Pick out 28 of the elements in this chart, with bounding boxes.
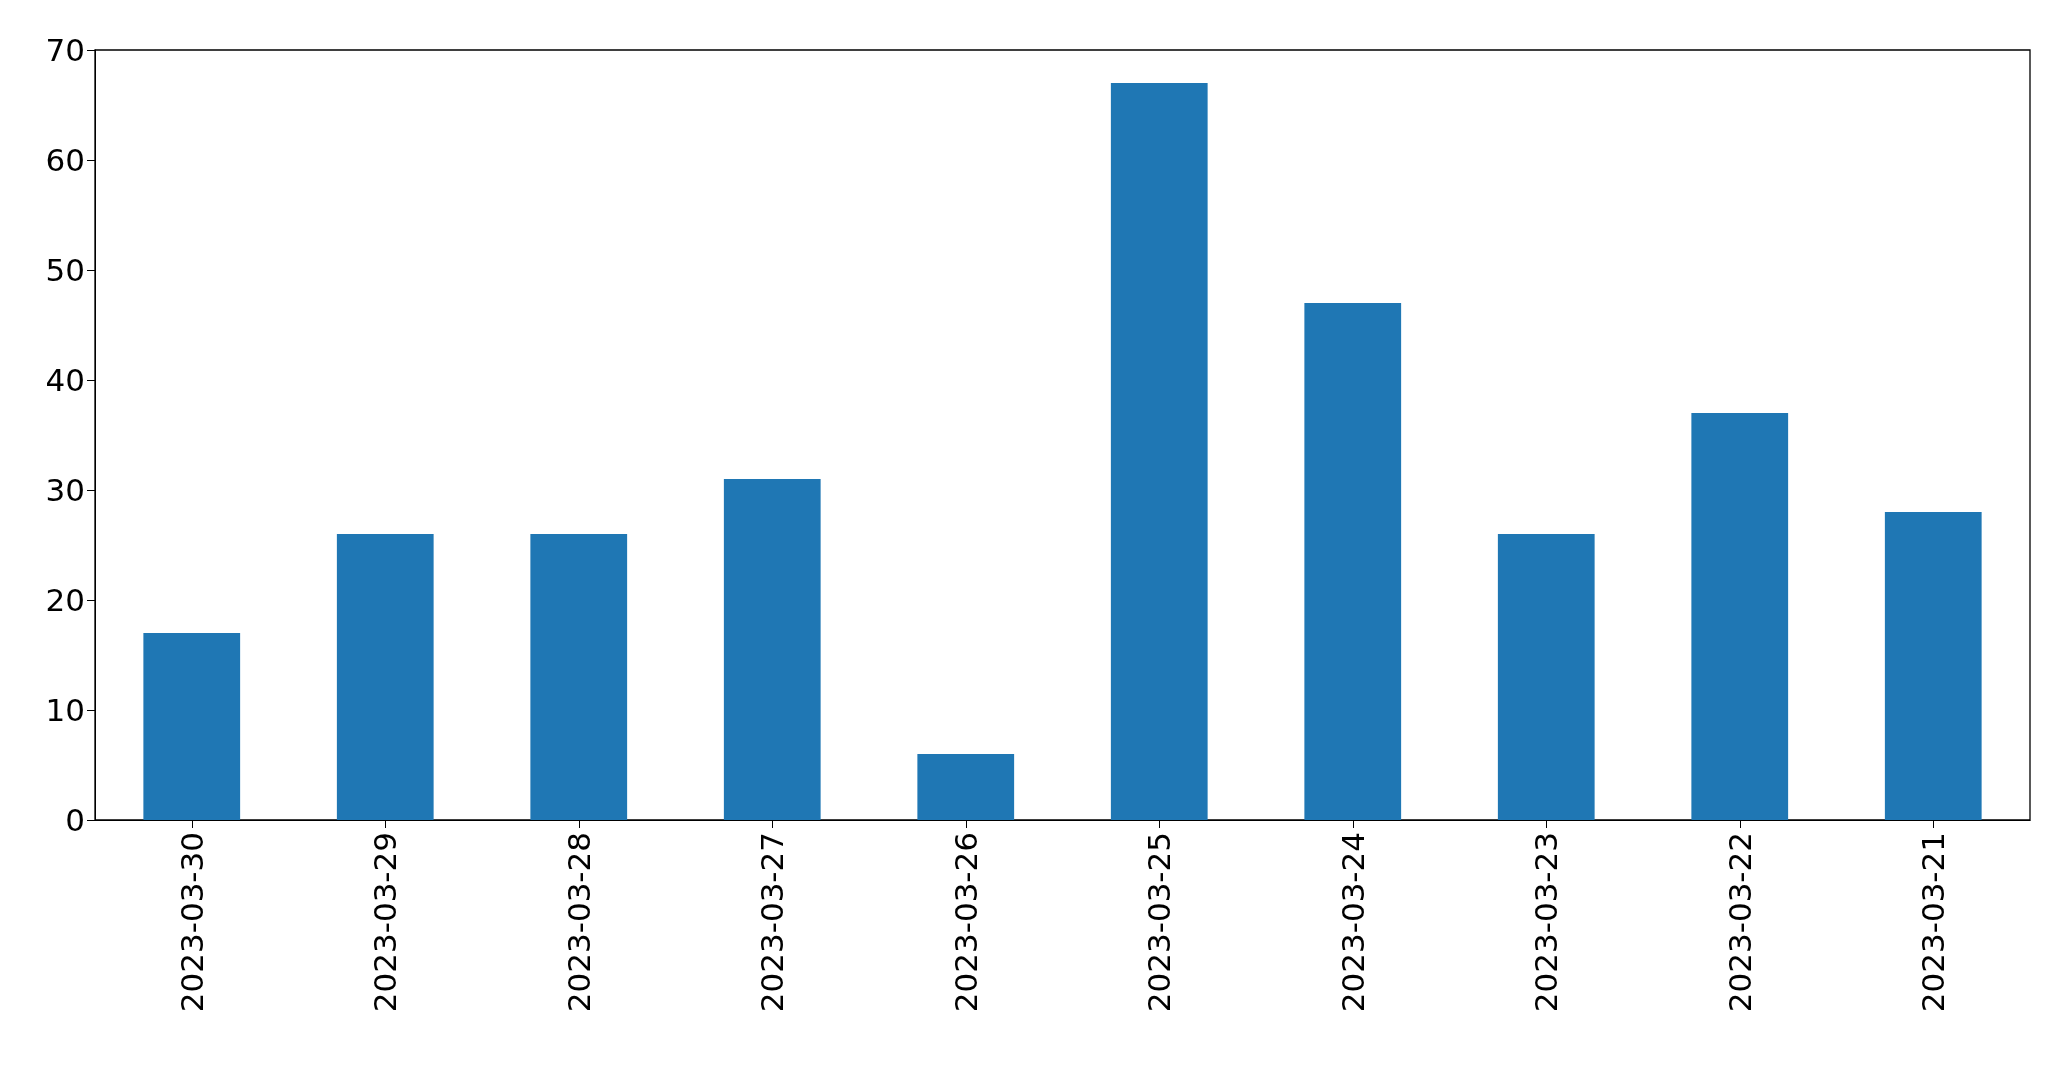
bar <box>530 534 628 820</box>
bar <box>1110 83 1208 820</box>
y-tick-label: 50 <box>45 252 85 288</box>
x-tick-label: 2023-03-29 <box>367 832 404 1013</box>
y-tick-label: 40 <box>45 362 85 398</box>
y-tick-label: 70 <box>45 32 85 68</box>
bar <box>1304 303 1402 820</box>
bar <box>1884 512 1982 820</box>
x-tick-label: 2023-03-23 <box>1528 832 1565 1013</box>
x-tick-label: 2023-03-28 <box>560 832 597 1013</box>
x-tick-label: 2023-03-27 <box>754 832 791 1013</box>
x-tick-label: 2023-03-25 <box>1141 832 1178 1013</box>
x-tick-label: 2023-03-24 <box>1334 832 1371 1013</box>
bar <box>917 754 1015 820</box>
bar <box>336 534 434 820</box>
y-tick-label: 10 <box>45 692 85 728</box>
bar <box>1497 534 1595 820</box>
bar <box>1691 413 1789 820</box>
bar <box>143 633 241 820</box>
y-tick-label: 60 <box>45 142 85 178</box>
x-tick-label: 2023-03-22 <box>1721 832 1758 1013</box>
bar <box>723 479 821 820</box>
x-tick-label: 2023-03-21 <box>1915 832 1952 1013</box>
y-tick-label: 20 <box>45 582 85 618</box>
x-tick-label: 2023-03-30 <box>173 832 210 1013</box>
y-tick-label: 0 <box>65 802 85 838</box>
x-tick-label: 2023-03-26 <box>947 832 984 1013</box>
y-tick-label: 30 <box>45 472 85 508</box>
